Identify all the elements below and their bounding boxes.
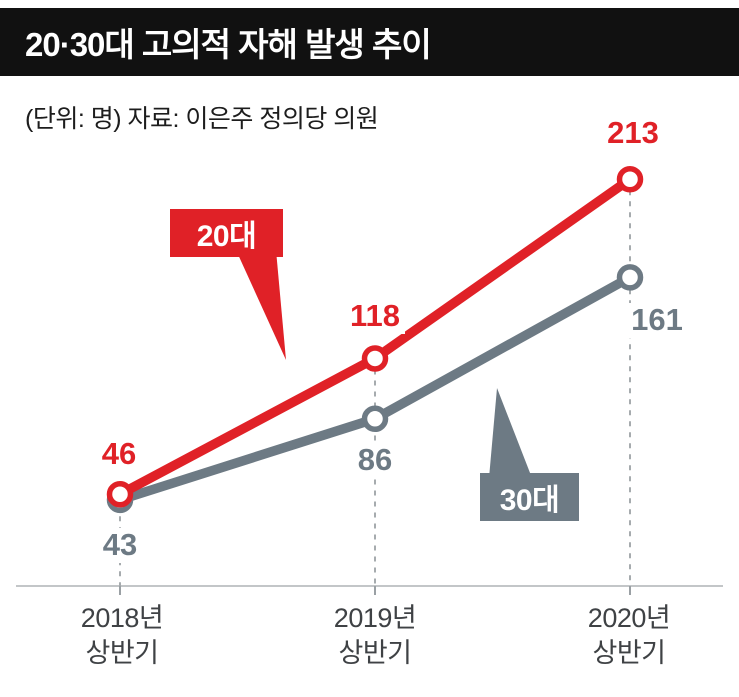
value-label-20s-2020: 213 xyxy=(602,116,664,151)
value-label-30s-2018: 43 xyxy=(97,528,143,563)
data-point-marker xyxy=(106,480,134,508)
value-label-20s-2018: 46 xyxy=(96,437,142,472)
x-axis-label-2018: 2018년 상반기 xyxy=(80,603,164,669)
series-callout-20s: 20대 xyxy=(170,209,283,257)
data-point-marker xyxy=(616,166,644,193)
title-bar: 20·30대 고의적 자해 발생 추이 xyxy=(0,8,739,76)
data-point-marker xyxy=(106,486,134,514)
x-axis-label-2019: 2019년 상반기 xyxy=(333,603,417,669)
data-point-marker xyxy=(616,264,644,291)
data-point-marker xyxy=(361,405,389,433)
callout-tail-20s xyxy=(236,250,286,360)
series-callout-30s: 30대 xyxy=(480,473,579,521)
unit-source-note: (단위: 명) 자료: 이은주 정의당 의원 xyxy=(25,105,379,133)
callout-tail-30s xyxy=(489,388,532,478)
data-point-marker xyxy=(361,345,389,372)
value-label-20s-2019: 118 xyxy=(344,299,406,334)
value-label-30s-2019: 86 xyxy=(352,443,398,478)
value-label-30s-2020: 161 xyxy=(626,303,688,338)
x-axis-label-2020: 2020년 상반기 xyxy=(587,603,671,669)
chart-title: 20·30대 고의적 자해 발생 추이 xyxy=(25,26,432,63)
